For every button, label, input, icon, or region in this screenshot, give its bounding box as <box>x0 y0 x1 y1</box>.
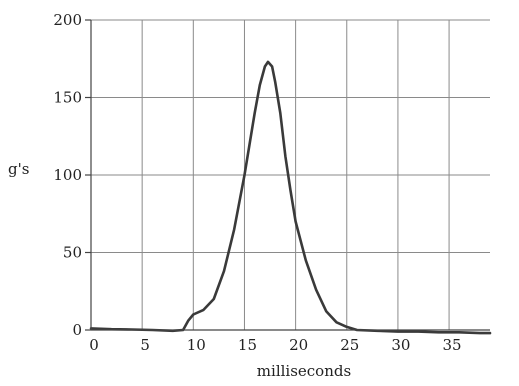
x-tick-label: 30 <box>391 336 410 354</box>
x-tick-label: 25 <box>340 336 359 354</box>
x-tick-label: 10 <box>187 336 206 354</box>
x-tick-label: 35 <box>443 336 462 354</box>
y-tick-label: 50 <box>63 244 82 262</box>
series-line <box>89 60 492 335</box>
y-tick-label: 100 <box>53 166 82 184</box>
grid <box>91 19 490 330</box>
y-axis-label: g's <box>8 160 29 178</box>
x-tick-label: 5 <box>140 336 150 354</box>
y-axis-ticks: 0 50 100 150 200 <box>53 11 91 339</box>
x-axis-label: milliseconds <box>257 362 351 380</box>
y-tick-label: 150 <box>53 89 82 107</box>
x-axis-ticks: 0 5 10 15 20 25 30 35 <box>89 336 461 354</box>
x-tick-label: 15 <box>238 336 257 354</box>
y-tick-label: 0 <box>72 321 82 339</box>
x-tick-label: 0 <box>89 336 99 354</box>
y-tick-label: 200 <box>53 11 82 29</box>
x-tick-label: 20 <box>289 336 308 354</box>
series-layer <box>89 60 492 335</box>
